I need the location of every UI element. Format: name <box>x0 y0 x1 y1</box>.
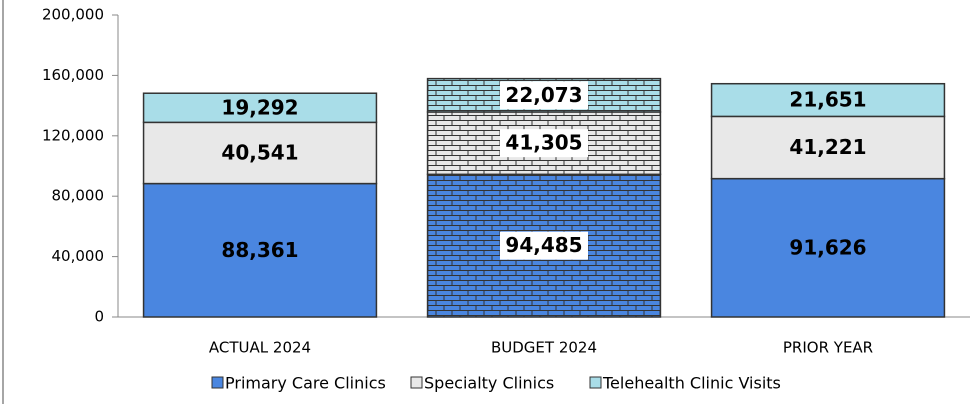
x-tick-label: PRIOR YEAR <box>783 339 873 357</box>
legend-label: Primary Care Clinics <box>225 374 386 393</box>
y-tick-label: 120,000 <box>42 126 104 144</box>
legend-label: Specialty Clinics <box>424 374 554 393</box>
y-tick-label: 40,000 <box>52 247 105 265</box>
data-label: 88,361 <box>221 238 298 262</box>
bar-segment <box>142 92 378 124</box>
legend-swatch <box>410 376 423 389</box>
data-label: 40,541 <box>221 140 298 164</box>
data-label: 41,221 <box>789 135 866 159</box>
label-box <box>500 81 588 110</box>
y-tick-label: 160,000 <box>42 66 104 84</box>
bar-segment <box>710 82 946 118</box>
data-label: 94,485 <box>505 233 582 257</box>
bar-segment <box>710 115 946 180</box>
data-label: 91,626 <box>789 235 866 259</box>
bar-segment <box>710 177 946 318</box>
y-tick-label: 80,000 <box>52 187 105 205</box>
y-tick-label: 200,000 <box>42 6 104 24</box>
label-box <box>500 129 588 158</box>
legend-swatch <box>589 376 602 389</box>
x-tick-label: ACTUAL 2024 <box>209 339 311 357</box>
x-tick-label: BUDGET 2024 <box>491 339 597 357</box>
label-box <box>500 231 588 260</box>
legend-swatch <box>211 376 224 389</box>
data-label: 22,073 <box>505 83 582 107</box>
y-tick-label: 0 <box>94 308 104 326</box>
legend-label: Telehealth Clinic Visits <box>602 374 781 393</box>
data-label: 41,305 <box>505 131 582 155</box>
data-label: 19,292 <box>221 95 298 119</box>
bar-segment <box>142 182 378 318</box>
data-label: 21,651 <box>789 88 866 112</box>
bar-segment <box>142 121 378 185</box>
